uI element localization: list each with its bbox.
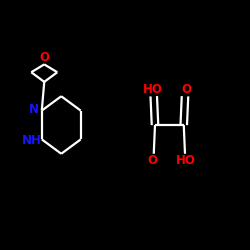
Text: O: O	[148, 154, 158, 167]
Text: HO: HO	[176, 154, 196, 167]
Text: NH: NH	[22, 134, 42, 147]
Text: O: O	[181, 83, 191, 96]
Text: N: N	[29, 103, 39, 116]
Text: O: O	[39, 51, 49, 64]
Text: HO: HO	[142, 83, 163, 96]
